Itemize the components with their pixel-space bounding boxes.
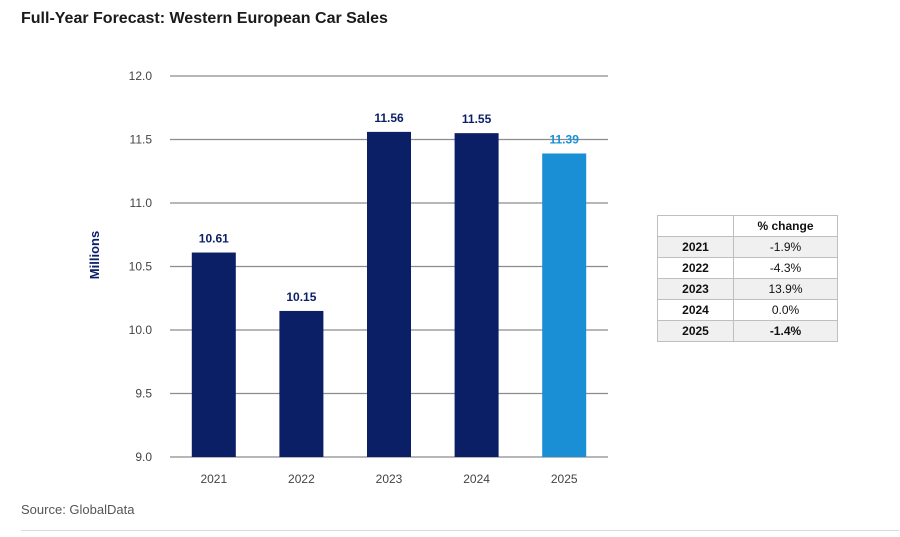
table-change-cell: 0.0% bbox=[733, 299, 838, 321]
y-tick-label: 12.0 bbox=[129, 69, 153, 83]
y-tick-label: 11.0 bbox=[130, 196, 153, 210]
x-axis-ticks: 2021 2022 2023 2024 2025 bbox=[200, 472, 577, 486]
source-note: Source: GlobalData bbox=[21, 502, 135, 517]
table-change-cell: -1.9% bbox=[733, 236, 838, 258]
data-label: 11.39 bbox=[550, 132, 580, 146]
bar-2023 bbox=[367, 131, 411, 457]
table-change-cell: -4.3% bbox=[733, 257, 838, 279]
x-tick-label: 2025 bbox=[551, 472, 578, 486]
table-row: 2021 -1.9% bbox=[657, 236, 838, 258]
data-labels: 10.61 10.15 11.56 11.55 11.39 bbox=[199, 111, 579, 304]
y-tick-label: 9.5 bbox=[135, 387, 152, 401]
table-year-cell: 2025 bbox=[657, 320, 734, 342]
x-tick-label: 2022 bbox=[288, 472, 315, 486]
footer-divider bbox=[21, 530, 899, 531]
y-axis-ticks: 9.0 9.5 10.0 10.5 11.0 11.5 12.0 bbox=[129, 69, 153, 464]
bar-2022 bbox=[279, 310, 324, 457]
x-tick-label: 2021 bbox=[200, 472, 227, 486]
y-tick-label: 11.5 bbox=[130, 133, 153, 147]
table-row: 2023 13.9% bbox=[657, 278, 838, 300]
percent-change-table: % change 2021 -1.9% 2022 -4.3% 2023 13.9% 2024… bbox=[657, 215, 838, 342]
data-label: 11.55 bbox=[462, 112, 492, 126]
y-tick-label: 9.0 bbox=[135, 450, 152, 464]
table-change-cell: -1.4% bbox=[733, 320, 838, 342]
table-change-cell: 13.9% bbox=[733, 278, 838, 300]
bars bbox=[191, 131, 587, 457]
x-tick-label: 2024 bbox=[463, 472, 490, 486]
table-year-cell: 2023 bbox=[657, 278, 734, 300]
y-tick-label: 10.5 bbox=[129, 260, 153, 274]
bar-2024 bbox=[454, 133, 499, 457]
bar-2025 bbox=[542, 153, 587, 457]
chart-title: Full-Year Forecast: Western European Car… bbox=[21, 10, 388, 27]
table-year-cell: 2024 bbox=[657, 299, 734, 321]
table-row: 2022 -4.3% bbox=[657, 257, 838, 279]
y-tick-label: 10.0 bbox=[129, 323, 153, 337]
bar-2021 bbox=[191, 252, 236, 457]
x-tick-label: 2023 bbox=[376, 472, 403, 486]
table-year-cell: 2021 bbox=[657, 236, 734, 258]
table-header-cell: % change bbox=[733, 215, 838, 237]
table-year-cell: 2022 bbox=[657, 257, 734, 279]
table-row: 2025 -1.4% bbox=[657, 320, 838, 342]
y-axis-label: Millions bbox=[87, 231, 102, 279]
table-header-empty bbox=[657, 215, 734, 237]
table-header-row: % change bbox=[657, 215, 838, 237]
data-label: 10.61 bbox=[199, 232, 229, 246]
data-label: 10.15 bbox=[286, 290, 316, 304]
table-row: 2024 0.0% bbox=[657, 299, 838, 321]
data-label: 11.56 bbox=[374, 111, 404, 125]
